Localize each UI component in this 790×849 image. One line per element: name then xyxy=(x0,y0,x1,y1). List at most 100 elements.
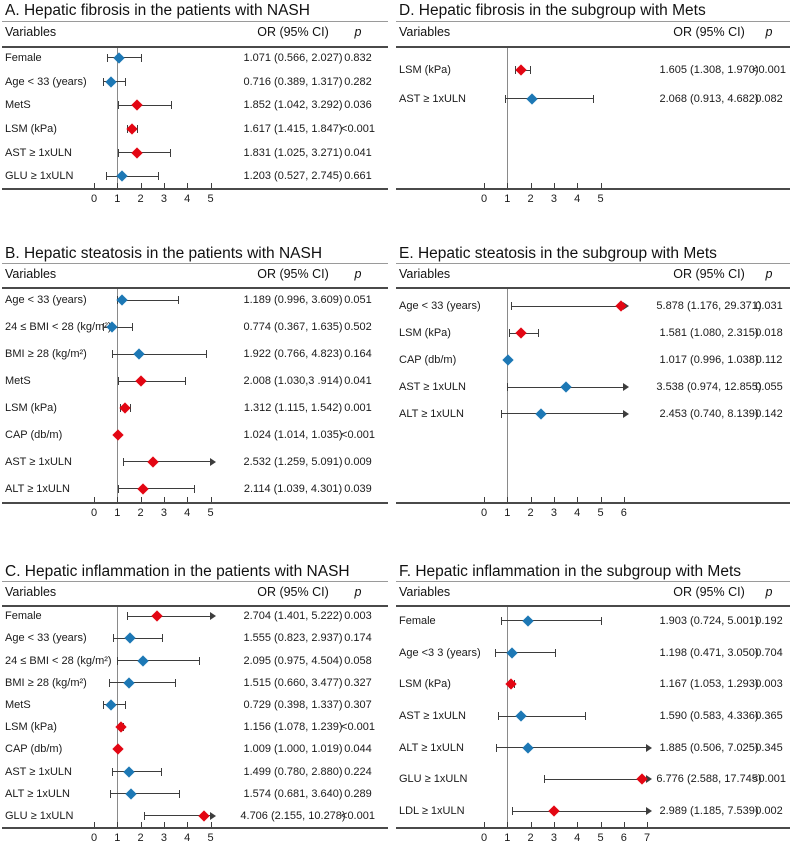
ci-line xyxy=(109,682,175,684)
ci-line xyxy=(109,793,179,795)
axis-tick-label: 4 xyxy=(574,193,581,205)
row-variable-label: LSM (kPa) xyxy=(399,327,451,340)
axis-tick-label: 2 xyxy=(137,832,144,844)
row-or-ci-value: 1.555 (0.823, 2.937) xyxy=(243,632,343,645)
axis-tick-label: 2 xyxy=(527,193,534,205)
ci-cap-low xyxy=(500,616,502,625)
row-variable-label: 24 ≤ BMI < 28 (kg/m²) xyxy=(5,654,112,667)
column-header-p: p xyxy=(354,25,362,39)
or-diamond-marker xyxy=(515,327,527,339)
row-p-value: <0.001 xyxy=(341,122,375,135)
axis-tick xyxy=(484,822,485,827)
row-or-ci-value: 1.885 (0.506, 7.025) xyxy=(659,741,759,754)
or-diamond-marker xyxy=(502,354,514,366)
axis-tick-label: 2 xyxy=(137,507,144,519)
row-p-value: 0.018 xyxy=(755,327,783,340)
axis-tick-label: 0 xyxy=(90,832,98,844)
ci-line xyxy=(118,380,186,382)
ci-cap-low xyxy=(103,700,105,709)
row-variable-label: 24 ≤ BMI < 28 (kg/m²) xyxy=(5,321,112,334)
row-variable-label: GLU ≥ 1xULN xyxy=(5,170,74,183)
row-variable-label: AST ≥ 1xULN xyxy=(399,92,466,105)
ci-cap-high xyxy=(132,323,134,332)
ci-arrow-right xyxy=(646,775,653,784)
column-header-variables: Variables xyxy=(399,585,451,599)
axis-tick-label: 5 xyxy=(207,507,214,519)
ci-cap-low xyxy=(111,350,113,359)
row-p-value: 0.307 xyxy=(344,698,372,711)
header-rule xyxy=(2,46,388,48)
column-header-or: OR (95% CI) xyxy=(673,267,745,281)
row-or-ci-value: 1.515 (0.660, 3.477) xyxy=(243,676,343,689)
row-variable-label: Age < 33 (years) xyxy=(5,632,87,645)
ci-cap-low xyxy=(495,648,496,657)
row-or-ci-value: 1.189 (0.996, 3.609) xyxy=(243,294,343,307)
row-or-ci-value: 0.716 (0.389, 1.317) xyxy=(243,75,343,88)
row-variable-label: CAP (db/m) xyxy=(399,354,457,367)
ci-cap-high xyxy=(158,172,159,181)
ci-cap-low xyxy=(505,94,507,103)
ci-cap-low xyxy=(118,101,120,110)
axis-tick-label: 3 xyxy=(550,193,557,205)
ci-cap-high xyxy=(555,648,557,657)
axis-tick-label: 1 xyxy=(114,832,121,844)
row-p-value: 0.058 xyxy=(344,654,372,667)
axis-tick xyxy=(163,497,165,502)
table-top-rule xyxy=(2,21,388,22)
ci-cap-high xyxy=(125,700,127,709)
axis-tick-label: 3 xyxy=(160,507,167,519)
axis-tick-label: 7 xyxy=(644,832,651,844)
axis-tick xyxy=(530,497,532,502)
ci-cap-high xyxy=(198,656,200,665)
header-rule xyxy=(396,287,790,289)
row-variable-label: AST ≥ 1xULN xyxy=(399,381,466,393)
row-p-value: 0.327 xyxy=(344,676,372,689)
row-variable-label: BMI ≥ 28 (kg/m²) xyxy=(5,676,87,689)
row-variable-label: MetS xyxy=(5,375,31,388)
row-p-value: 0.502 xyxy=(344,321,372,334)
ci-cap-low xyxy=(109,789,111,798)
row-p-value: 0.112 xyxy=(755,354,783,367)
row-variable-label: MetS xyxy=(5,698,31,711)
or-diamond-marker xyxy=(547,805,560,817)
ci-arrow-right xyxy=(209,612,216,621)
row-or-ci-value: 1.017 (0.996, 1.038) xyxy=(659,354,759,367)
axis-tick xyxy=(530,822,532,827)
column-header-or: OR (95% CI) xyxy=(257,585,329,599)
ci-cap-low xyxy=(506,383,508,391)
row-p-value: 0.192 xyxy=(755,614,783,627)
or-diamond-marker xyxy=(137,482,149,495)
row-variable-label: GLU ≥ 1xULN xyxy=(399,773,468,786)
axis-tick xyxy=(507,497,509,502)
ci-cap-high xyxy=(206,350,208,359)
panel-title: A. Hepatic fibrosis in the patients with… xyxy=(5,2,310,19)
row-p-value: 0.036 xyxy=(344,99,372,112)
row-p-value: 0.002 xyxy=(755,805,783,818)
or-diamond-marker xyxy=(515,64,528,76)
ci-cap-low xyxy=(106,172,108,181)
row-variable-label: Female xyxy=(5,51,42,64)
axis-tick-label: 3 xyxy=(160,193,167,205)
column-header-or: OR (95% CI) xyxy=(257,267,329,281)
axis-tick-label: 4 xyxy=(574,507,581,519)
axis-tick-label: 5 xyxy=(207,193,214,205)
row-p-value: 0.282 xyxy=(344,75,372,88)
row-variable-label: CAP (db/m) xyxy=(5,428,63,441)
ci-line xyxy=(111,353,207,355)
or-diamond-marker xyxy=(560,381,573,393)
ci-cap-low xyxy=(511,302,513,311)
column-header-p: p xyxy=(354,585,362,599)
row-or-ci-value: 1.167 (1.053, 1.293) xyxy=(659,678,759,691)
row-p-value: 0.142 xyxy=(755,407,783,420)
row-or-ci-value: 1.574 (0.681, 3.640) xyxy=(243,787,343,800)
axis-line xyxy=(2,188,388,190)
axis-tick xyxy=(553,183,555,188)
reference-line xyxy=(506,48,509,188)
table-top-rule xyxy=(396,263,790,264)
reference-line xyxy=(506,289,509,502)
column-header-or: OR (95% CI) xyxy=(673,585,745,599)
ci-cap-high xyxy=(162,634,164,643)
header-rule xyxy=(396,46,790,48)
column-header-p: p xyxy=(765,585,773,599)
row-or-ci-value: 2.095 (0.975, 4.504) xyxy=(243,654,343,667)
